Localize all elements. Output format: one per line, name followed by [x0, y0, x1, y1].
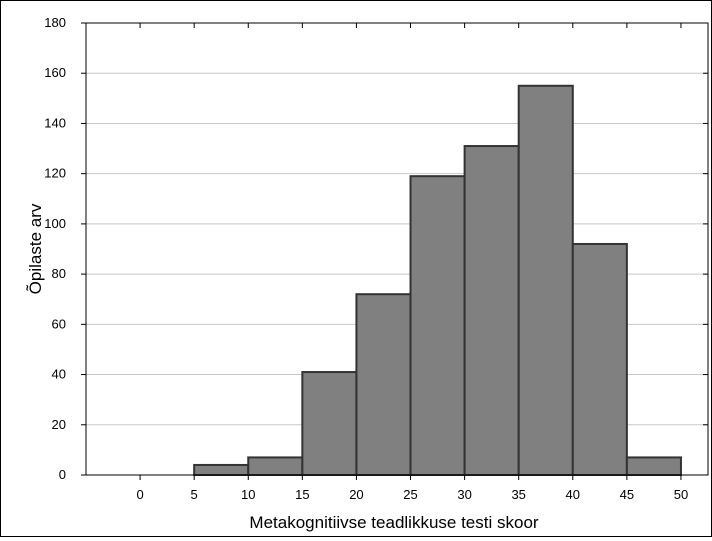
y-tick-label: 100 [44, 216, 66, 231]
y-tick-label: 20 [52, 417, 66, 432]
x-tick-label: 45 [620, 487, 634, 502]
histogram-bar [301, 371, 358, 476]
y-tick-label: 120 [44, 166, 66, 181]
histogram-bar [463, 145, 520, 477]
x-tick-label: 25 [403, 487, 417, 502]
x-tick-label: 20 [349, 487, 363, 502]
x-tick-label: 15 [295, 487, 309, 502]
histogram-bar [517, 84, 574, 477]
x-tick-label: 40 [566, 487, 580, 502]
x-tick-label: 5 [191, 487, 198, 502]
x-tick-label: 10 [241, 487, 255, 502]
y-tick-label: 40 [52, 367, 66, 382]
y-tick-label: 160 [44, 65, 66, 80]
histogram-bar [247, 456, 304, 476]
y-tick-label: 0 [59, 467, 66, 482]
histogram-bar [409, 175, 466, 477]
y-tick-label: 180 [44, 15, 66, 30]
y-axis-title: Õpilaste arv [26, 203, 45, 294]
x-tick-label: 30 [457, 487, 471, 502]
plot-area [85, 22, 709, 476]
histogram-bar [355, 293, 412, 477]
histogram-bar [193, 463, 250, 477]
y-tick-label: 60 [52, 316, 66, 331]
y-axis-ticks: 0 20 40 60 80 100 120 140 160 180 [44, 15, 708, 482]
x-tick-label: 0 [136, 487, 143, 502]
histogram-bar [571, 242, 628, 476]
x-tick-label: 50 [674, 487, 688, 502]
y-tick-label: 80 [52, 266, 66, 281]
x-tick-label: 35 [511, 487, 525, 502]
y-tick-label: 140 [44, 115, 66, 130]
x-axis-ticks: 0 5 10 15 20 25 30 35 40 45 50 [136, 23, 688, 502]
x-axis-title: Metakognitiivse teadlikkuse testi skoor [249, 513, 538, 532]
bars [193, 84, 682, 477]
histogram-bar [625, 456, 682, 476]
